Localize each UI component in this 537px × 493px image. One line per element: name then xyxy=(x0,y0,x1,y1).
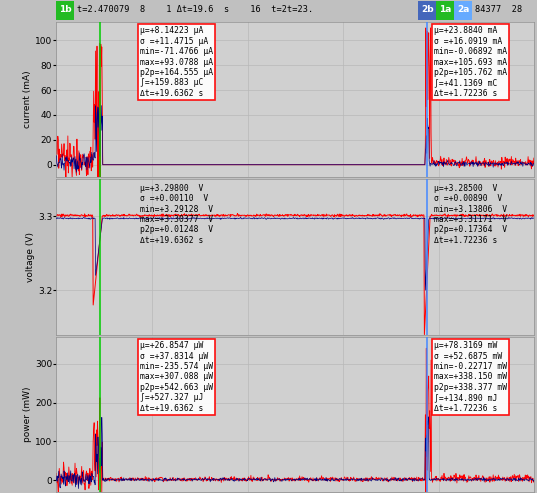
Text: μ=+3.29800  V
σ =+0.00110  V
min=+3.29128  V
max=+3.30377  V
p2p=+0.01248  V
Δt=: μ=+3.29800 V σ =+0.00110 V min=+3.29128 … xyxy=(140,184,213,245)
Text: 2a: 2a xyxy=(457,5,469,14)
Text: μ=+8.14223 μA
σ =+11.4715 μA
min=-71.4766 μA
max=+93.0788 μA
p2p=+164.555 μA
∫=+: μ=+8.14223 μA σ =+11.4715 μA min=-71.476… xyxy=(140,26,213,98)
Y-axis label: power (mW): power (mW) xyxy=(23,387,32,442)
Bar xyxy=(454,1,472,20)
Text: 1a: 1a xyxy=(439,5,452,14)
Text: μ=+26.8547 μW
σ =+37.8314 μW
min=-235.574 μW
max=+307.088 μW
p2p=+542.663 μW
∫=+: μ=+26.8547 μW σ =+37.8314 μW min=-235.57… xyxy=(140,341,213,413)
Text: 84377  28: 84377 28 xyxy=(475,5,523,14)
Bar xyxy=(56,1,75,20)
Text: t=2.470079  8    1 Δt=19.6  s    16  t=2t=23.: t=2.470079 8 1 Δt=19.6 s 16 t=2t=23. xyxy=(77,5,314,14)
Bar xyxy=(418,1,436,20)
Y-axis label: current (mA): current (mA) xyxy=(23,70,32,128)
Text: μ=+23.8840 mA
σ =+16.0919 mA
min=-0.06892 mA
max=+105.693 mA
p2p=+105.762 mA
∫=+: μ=+23.8840 mA σ =+16.0919 mA min=-0.0689… xyxy=(434,26,507,98)
Text: 1b: 1b xyxy=(59,5,72,14)
Bar xyxy=(436,1,454,20)
Text: 2b: 2b xyxy=(421,5,433,14)
Text: μ=+3.28500  V
σ =+0.00890  V
min=+3.13806  V
max=+3.31171  V
p2p=+0.17364  V
Δt=: μ=+3.28500 V σ =+0.00890 V min=+3.13806 … xyxy=(434,184,507,245)
Y-axis label: voltage (V): voltage (V) xyxy=(26,232,35,282)
Text: μ=+78.3169 mW
σ =+52.6875 mW
min=-0.22717 mW
max=+338.150 mW
p2p=+338.377 mW
∫=+: μ=+78.3169 mW σ =+52.6875 mW min=-0.2271… xyxy=(434,341,507,413)
